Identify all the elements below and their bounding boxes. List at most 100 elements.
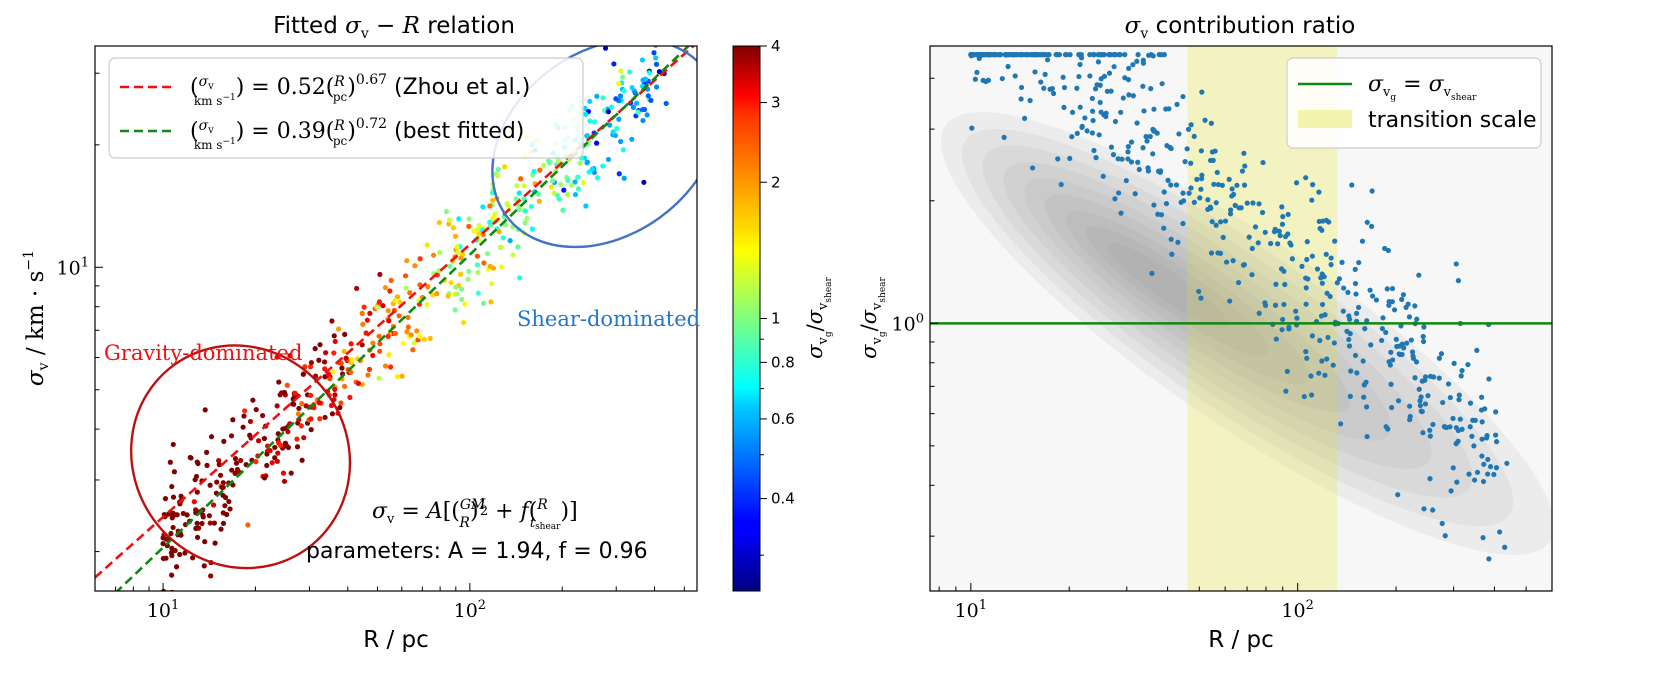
left-scatter-point [443, 208, 450, 215]
left-scatter-point [332, 386, 338, 393]
left-scatter-point [425, 284, 431, 290]
left-scatter-point [507, 238, 513, 244]
left-scatter-point [284, 382, 290, 388]
right-scatter-point [1330, 362, 1336, 368]
right-scatter-point [1341, 285, 1347, 291]
left-scatter-point [587, 118, 593, 124]
gravity-dominated-ellipse [129, 344, 352, 570]
left-scatter-point [564, 191, 571, 198]
left-scatter-point [568, 182, 575, 188]
right-scatter-point [1210, 157, 1216, 163]
right-scatter-point [1456, 397, 1462, 403]
right-scatter-point [1285, 231, 1291, 237]
left-scatter-point [255, 438, 262, 444]
right-scatter-point [1422, 377, 1428, 383]
right-scatter-point [1455, 438, 1461, 444]
left-scatter-point [583, 203, 589, 209]
left-scatter-point [307, 364, 314, 370]
right-scatter-point [1014, 52, 1020, 58]
right-axes-frame [929, 45, 1553, 592]
right-scatter-point [1283, 388, 1289, 394]
right-scatter-point [1093, 155, 1099, 161]
left-scatter-point [497, 244, 503, 251]
right-scatter-point [1453, 261, 1459, 267]
right-scatter-point [1091, 52, 1097, 58]
left-scatter-point [583, 111, 589, 117]
left-scatter-point [240, 424, 246, 430]
left-scatter-point [488, 299, 494, 305]
right-scatter-point [1317, 337, 1323, 344]
left-scatter-point [264, 462, 270, 469]
left-scatter-point [374, 304, 380, 310]
right-scatter-point [1250, 200, 1256, 206]
left-scatter-point [202, 539, 208, 545]
left-scatter-point [618, 138, 624, 145]
legend-label-transition: transition scale [1368, 108, 1537, 133]
left-scatter-point [421, 336, 427, 342]
right-scatter-point [1336, 276, 1343, 282]
right-scatter-point [1161, 225, 1167, 231]
right-scatter-point [1389, 404, 1395, 411]
left-scatter-point [292, 390, 298, 396]
right-scatter-point [1427, 373, 1434, 379]
left-scatter-point [382, 363, 389, 369]
right-scatter-point [1199, 89, 1205, 95]
left-scatter-point [274, 403, 280, 409]
right-scatter-point [1303, 285, 1309, 291]
right-scatter-point [1125, 77, 1132, 83]
left-scatter-point [327, 375, 333, 382]
right-scatter-point [1140, 145, 1146, 151]
right-scatter-point [1188, 185, 1194, 191]
right-scatter-point [1112, 118, 1119, 125]
right-kde-contours [940, 112, 1552, 555]
right-scatter-point [1360, 358, 1366, 364]
right-scatter-point [1150, 151, 1156, 157]
left-scatter-point [504, 200, 510, 207]
left-scatter-point [269, 460, 275, 466]
left-scatter-point [481, 300, 487, 306]
right-scatter-point [1480, 535, 1486, 541]
left-scatter-point [200, 514, 206, 520]
right-scatter-point [1141, 108, 1147, 114]
right-scatter-point [1474, 469, 1481, 475]
right-scatter-point [1089, 108, 1096, 114]
right-scatter-point [1110, 152, 1117, 158]
right-scatter-point [1348, 368, 1354, 374]
right-scatter-point [1288, 242, 1294, 248]
right-scatter-point [1151, 202, 1157, 208]
right-scatter-point [974, 69, 980, 76]
right-scatter-point [1393, 336, 1399, 342]
right-scatter-point [1303, 301, 1309, 307]
right-scatter-point [1420, 338, 1427, 345]
left-scatter-point [452, 233, 459, 239]
right-scatter-point [1077, 104, 1083, 110]
colorbar-ticks: 0.4 0.6 0.8 1 2 3 4 [760, 37, 795, 556]
fit-line-best [115, 46, 691, 591]
right-scatter-point [1383, 424, 1389, 430]
kde-contour-level [1065, 210, 1310, 385]
left-scatter-point [218, 526, 224, 532]
right-scatter-point [1019, 52, 1025, 58]
right-scatter-point [1244, 200, 1250, 206]
left-scatter-point [548, 184, 555, 190]
left-scatter-point [460, 320, 467, 326]
right-scatter-point [1097, 52, 1103, 58]
right-scatter-point [1249, 272, 1255, 278]
right-scatter-point [1135, 52, 1141, 58]
left-scatter-point [616, 171, 622, 177]
left-scatter-point [201, 563, 207, 569]
left-scatter-point [170, 510, 176, 516]
right-scatter-point [1054, 52, 1060, 58]
left-scatter-point [402, 273, 409, 279]
left-scatter-point [517, 275, 523, 281]
left-scatter-point [556, 158, 562, 164]
left-scatter-point [288, 470, 294, 476]
left-scatter-point [529, 226, 535, 232]
right-scatter-point [1277, 233, 1283, 239]
right-scatter-point [1115, 156, 1121, 162]
left-scatter-point [572, 191, 579, 198]
right-scatter-point [1259, 209, 1266, 216]
left-scatter-point [360, 321, 366, 327]
left-scatter-point [474, 253, 480, 259]
right-scatter-point [1397, 351, 1403, 358]
